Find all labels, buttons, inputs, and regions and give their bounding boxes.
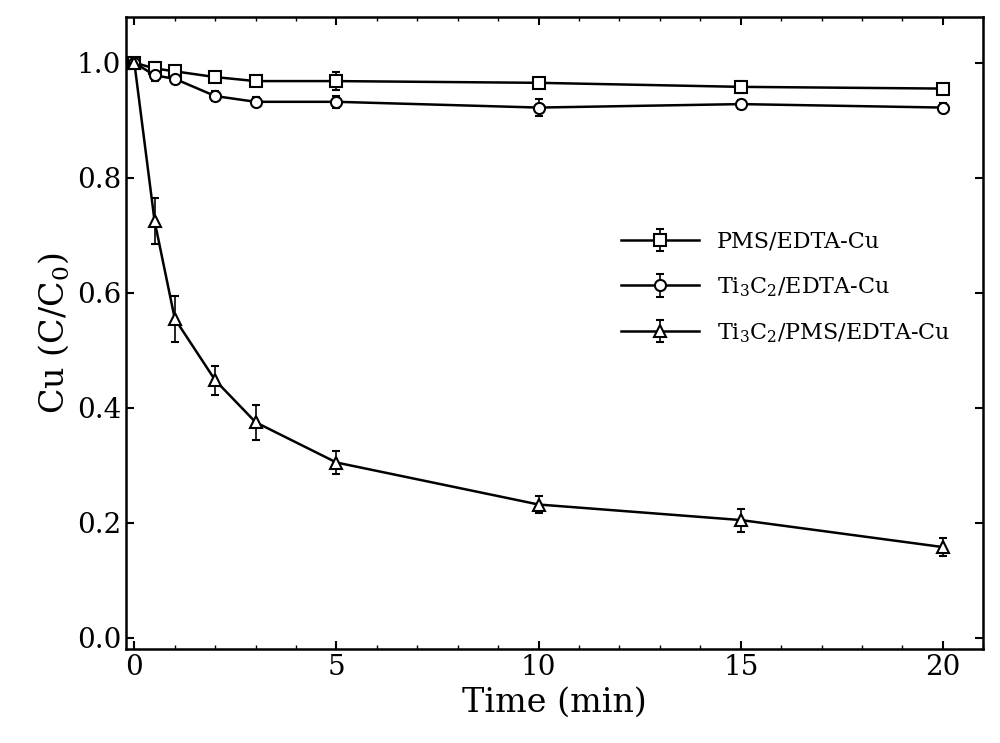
X-axis label: Time (min): Time (min) [462,687,647,719]
Legend: PMS/EDTA-Cu, Ti$_3$C$_2$/EDTA-Cu, Ti$_3$C$_2$/PMS/EDTA-Cu: PMS/EDTA-Cu, Ti$_3$C$_2$/EDTA-Cu, Ti$_3$… [608,218,964,358]
Y-axis label: Cu (C/C$_0$): Cu (C/C$_0$) [37,253,71,414]
